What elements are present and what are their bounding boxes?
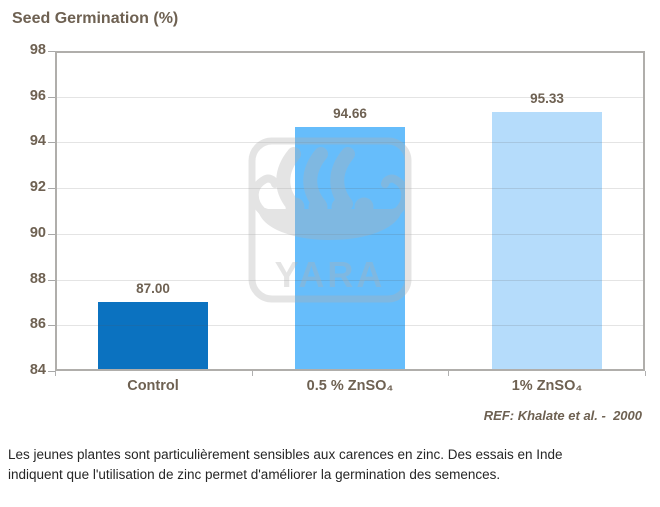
y-axis-label-88: 88 (29, 271, 46, 287)
bar-control (98, 302, 208, 369)
x-axis-label-3: 1% ZnSO₄ (511, 378, 583, 394)
y-axis-label-92: 92 (29, 179, 46, 195)
x-tick-0 (55, 371, 56, 376)
bar-0-5-znso- (295, 127, 405, 369)
gridline-96 (57, 97, 643, 98)
x-tick-3 (645, 371, 646, 376)
y-tick-88 (48, 280, 55, 281)
x-tick-2 (448, 371, 449, 376)
gridline-88 (57, 280, 643, 281)
caption-line-2: indiquent que l'utilisation de zinc perm… (8, 467, 501, 482)
gridline-92 (57, 188, 643, 189)
gridline-86 (57, 325, 643, 326)
caption-line-1: Les jeunes plantes sont particulièrement… (8, 447, 563, 462)
plot-area (55, 51, 645, 371)
chart-title: Seed Germination (%) (12, 10, 179, 27)
y-axis-label-90: 90 (29, 225, 46, 241)
reference-citation: REF: Khalate et al. - 2000 (483, 408, 642, 423)
x-tick-1 (252, 371, 253, 376)
y-tick-90 (48, 234, 55, 235)
y-tick-86 (48, 325, 55, 326)
bar-value-label: 87.00 (136, 281, 170, 296)
bar-value-label: 95.33 (530, 91, 564, 106)
y-axis-label-98: 98 (29, 42, 46, 58)
gridline-90 (57, 234, 643, 235)
y-axis-label-94: 94 (29, 133, 46, 149)
y-tick-92 (48, 188, 55, 189)
x-axis-label-2: 0.5 % ZnSO₄ (306, 378, 394, 394)
bar-1-znso- (492, 112, 602, 369)
y-tick-94 (48, 142, 55, 143)
bar-value-label: 94.66 (333, 106, 367, 121)
y-axis-label-84: 84 (29, 362, 46, 378)
x-axis-label-1: Control (127, 378, 179, 394)
caption-paragraph: Les jeunes plantes sont particulièrement… (8, 445, 653, 485)
gridline-94 (57, 142, 643, 143)
y-tick-98 (48, 51, 55, 52)
y-tick-96 (48, 97, 55, 98)
y-axis-label-96: 96 (29, 88, 46, 104)
y-axis-label-86: 86 (29, 316, 46, 332)
y-tick-84 (48, 371, 55, 372)
